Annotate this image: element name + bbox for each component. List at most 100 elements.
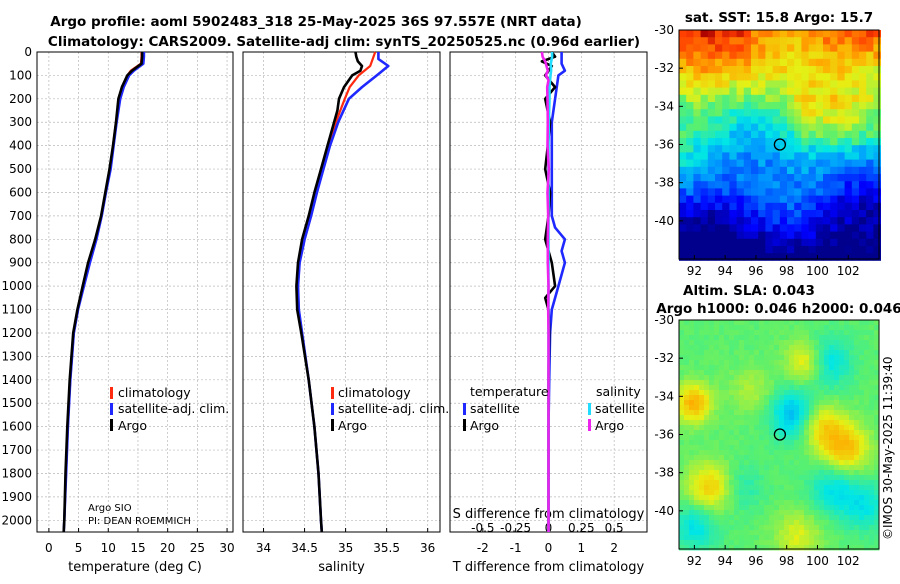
map-cell [809,545,815,551]
map-y-tick-label: -36 [654,138,674,152]
map-cell [869,530,875,536]
map-cell [859,490,865,496]
map-cell [837,80,845,88]
map-cell [819,525,825,531]
map-cell [864,365,870,371]
map-cell [714,320,720,326]
map-cell [739,375,745,381]
map-cell [808,202,817,211]
map-cell [714,465,720,471]
map-cell [736,80,745,88]
map-cell [759,485,765,491]
map-cell [844,385,850,391]
map-cell [809,500,815,506]
map-cell [839,360,845,366]
map-cell [804,380,810,386]
map-cell [704,470,710,476]
map-cell [844,380,850,386]
map-cell [684,545,690,551]
map-cell [684,450,690,456]
map-cell [724,545,730,551]
map-cell [789,345,795,351]
map-cell [774,480,780,486]
map-cell [834,420,840,426]
map-cell [789,320,795,326]
map-cell [769,370,775,376]
map-cell [719,425,725,431]
legend-label-sal-satellite: satellite [595,401,645,416]
map-cell [794,470,800,476]
map-cell [854,490,860,496]
map-cell [844,475,850,481]
map-cell [714,330,720,336]
map-cell [714,390,720,396]
map-cell [759,465,765,471]
map-cell [809,435,815,441]
map-cell [844,166,853,175]
map-cell [749,345,755,351]
map-cell [715,123,723,132]
map-cell [859,525,865,531]
map-cell [715,224,723,232]
map-cell [801,94,809,103]
map-cell [834,365,840,371]
map-cell [774,530,780,536]
map-cell [734,535,740,541]
x-top-tick-label: -0.25 [500,521,531,535]
map-cell [859,535,865,541]
map-cell [709,405,715,411]
map-cell [794,80,802,88]
map-cell [839,350,845,356]
map-cell [689,445,695,451]
map-cell [694,455,700,461]
map-cell [824,475,830,481]
map-cell [704,415,710,421]
map-cell [758,210,766,218]
map-cell [734,325,740,331]
map-cell [814,480,820,486]
map-cell [715,202,723,211]
map-cell [874,430,880,436]
map-cell [739,545,745,551]
map-cell [874,495,880,501]
map-cell [815,202,824,211]
map-cell [779,495,785,501]
map-cell [743,44,752,52]
map-cell [679,380,685,386]
map-cell [851,30,860,38]
map-cell [854,345,860,351]
map-cell [743,51,752,60]
map-cell [809,330,815,336]
map-cell [744,520,750,526]
map-cell [724,330,730,336]
map-cell [834,460,840,466]
map-cell [765,152,773,160]
map-cell [814,320,820,326]
map-cell [765,44,773,52]
map-cell [736,188,745,196]
map-cell [739,380,745,386]
map-cell [707,102,716,110]
map-cell [765,80,773,88]
map-cell [859,123,867,132]
map-cell [764,495,770,501]
map-cell [869,515,875,521]
map-cell [739,415,745,421]
map-cell [694,505,700,511]
map-cell [794,495,800,501]
map-cell [758,37,766,45]
map-cell [824,355,830,361]
map-cell [749,490,755,496]
map-cell [715,51,723,60]
x-tick-label: 20 [160,541,175,555]
map-cell [874,395,880,401]
map-cell [758,123,766,132]
map-cell [729,360,735,366]
map-cell [699,340,705,346]
map-cell [759,500,765,506]
map-cell [779,109,788,117]
map-cell [834,450,840,456]
map-cell [684,355,690,361]
map-cell [829,415,835,421]
map-cell [754,530,760,536]
